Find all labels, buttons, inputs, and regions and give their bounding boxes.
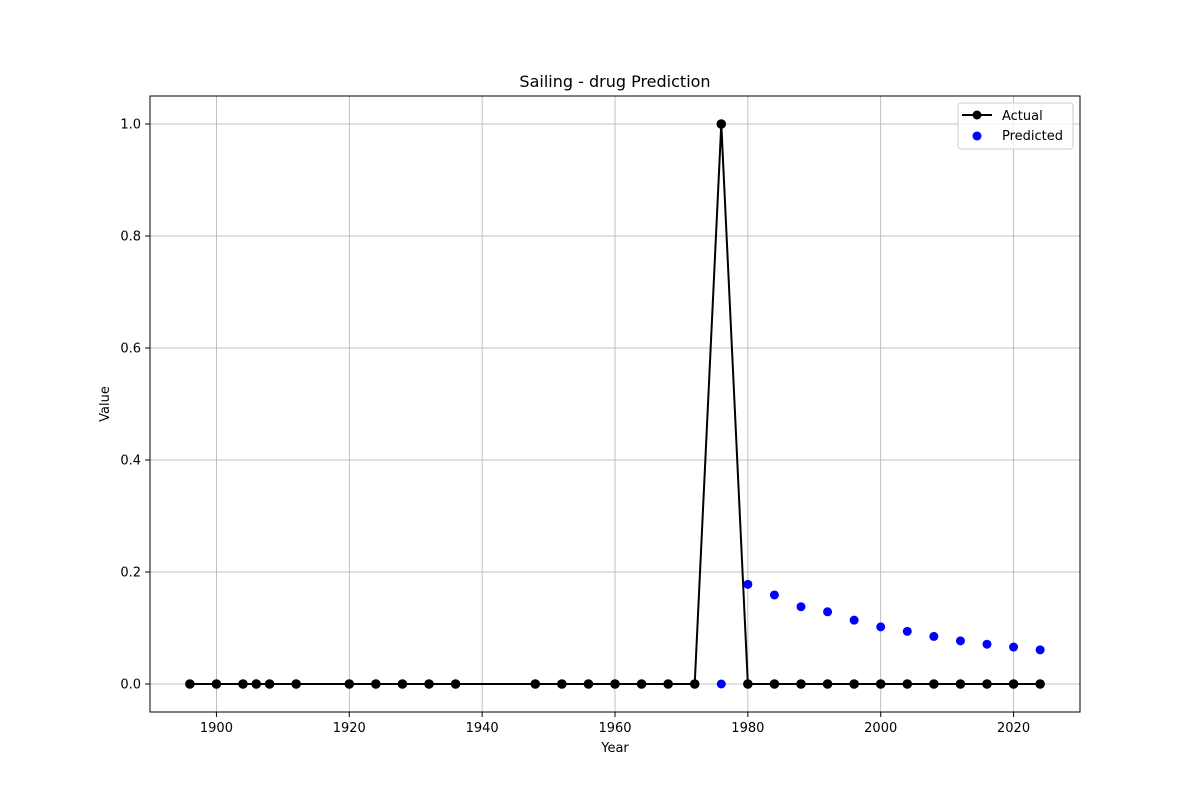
predicted-point — [743, 579, 753, 589]
actual-point — [530, 679, 541, 689]
y-tick-label: 0.6 — [120, 342, 141, 357]
legend-entry-actual: Actual — [1002, 109, 1043, 124]
predicted-point — [902, 626, 912, 636]
actual-point — [689, 679, 700, 689]
actual-point — [211, 679, 222, 689]
x-tick-label: 1960 — [598, 721, 631, 736]
predicted-point — [796, 602, 806, 612]
x-tick-label: 1900 — [200, 721, 233, 736]
y-tick-label: 0.2 — [120, 566, 141, 581]
predicted-point — [716, 679, 726, 689]
y-axis-label: Value — [98, 386, 113, 422]
legend-entry-predicted: Predicted — [1002, 129, 1063, 144]
predicted-point — [982, 639, 992, 649]
actual-point — [264, 679, 275, 689]
predicted-point — [849, 615, 859, 625]
actual-point — [397, 679, 408, 689]
x-tick-label: 2000 — [864, 721, 897, 736]
actual-point — [185, 679, 195, 689]
actual-point — [796, 679, 806, 689]
actual-point — [929, 679, 939, 689]
x-tick-label: 1940 — [466, 721, 499, 736]
actual-point — [902, 679, 913, 689]
y-tick-label: 0.4 — [120, 454, 141, 469]
predicted-point — [955, 636, 965, 646]
actual-point — [424, 679, 434, 689]
actual-point — [450, 679, 461, 689]
actual-point — [344, 679, 355, 689]
actual-point — [1008, 679, 1019, 689]
actual-point — [636, 679, 647, 689]
actual-point — [982, 679, 992, 689]
y-tick-label: 0.8 — [120, 230, 141, 245]
actual-point — [557, 679, 567, 689]
actual-point — [743, 679, 753, 689]
actual-point — [716, 119, 727, 129]
actual-point — [238, 679, 248, 689]
predicted-point — [769, 590, 779, 600]
legend-actual-marker-swatch — [972, 110, 982, 120]
axis-ticks: 1900 1920 1940 1960 1980 2000 2020 0.0 0.2 0.4 0.6… — [120, 118, 1030, 737]
predicted-point — [1035, 645, 1045, 655]
legend: Actual Predicted — [957, 102, 1074, 150]
actual-point — [955, 679, 966, 689]
chart-title: Sailing - drug Prediction — [519, 72, 710, 91]
actual-point — [769, 679, 780, 689]
x-tick-label: 1920 — [333, 721, 366, 736]
predicted-point — [876, 622, 886, 632]
plot-area-series — [185, 119, 1045, 689]
actual-point — [849, 679, 859, 689]
legend-predicted-marker-swatch — [972, 131, 982, 141]
actual-point — [822, 679, 833, 689]
x-axis-label: Year — [600, 741, 629, 756]
actual-point — [663, 679, 673, 689]
x-tick-label: 2020 — [997, 721, 1030, 736]
grid-lines — [150, 96, 1080, 712]
actual-point — [610, 679, 620, 689]
predicted-point — [929, 631, 939, 641]
predicted-point — [1009, 642, 1019, 652]
y-tick-label: 1.0 — [120, 118, 141, 133]
actual-point — [583, 679, 594, 689]
actual-point — [251, 679, 262, 689]
actual-point — [291, 679, 301, 689]
predicted-point — [823, 607, 833, 617]
actual-point — [371, 679, 381, 689]
y-tick-label: 0.0 — [120, 678, 141, 693]
actual-point — [1035, 679, 1045, 689]
actual-point — [875, 679, 886, 689]
x-tick-label: 1980 — [731, 721, 764, 736]
